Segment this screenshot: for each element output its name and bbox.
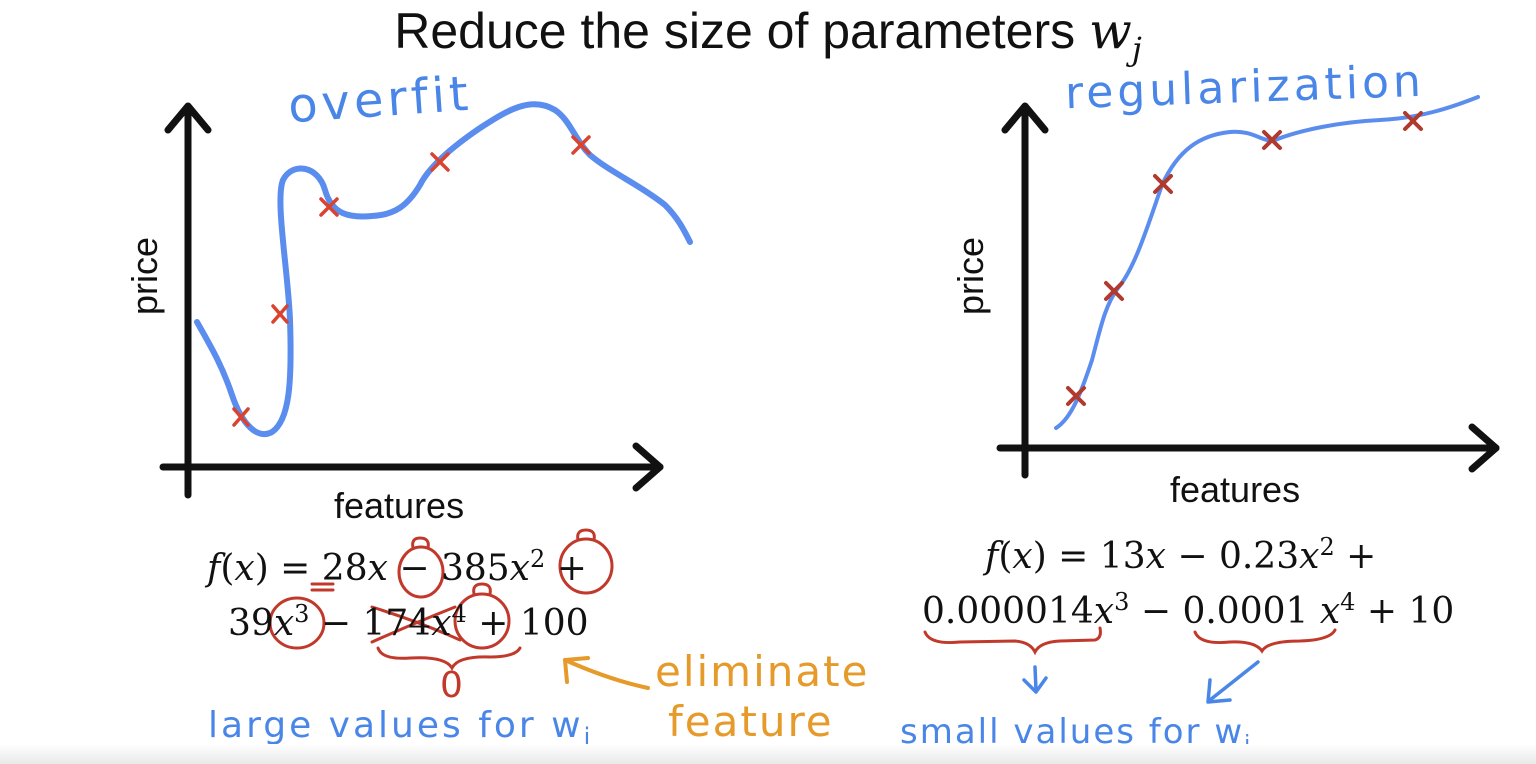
- left-equation-line1: f(x) = 28x − 385x2 +: [207, 545, 587, 589]
- eq-exp: 3: [1114, 588, 1130, 616]
- right-equation-line2: 0.000014x3 − 0.0001 x4 + 10: [922, 588, 1454, 632]
- eq-term: +: [545, 548, 587, 589]
- data-point: [1104, 281, 1124, 301]
- eq-var: x: [1319, 591, 1341, 632]
- eq-coef-struck: 174: [362, 603, 432, 644]
- left-y-label: price: [124, 236, 165, 316]
- left-y-arrowhead: [164, 102, 212, 134]
- eq-term: + 10: [1355, 591, 1455, 632]
- eq-term: + 100: [466, 603, 589, 644]
- right-x-arrowhead: [1468, 423, 1500, 473]
- title-param-letter: w: [1089, 2, 1132, 60]
- eq-term: −: [309, 603, 363, 644]
- eliminate-note: eliminate: [655, 647, 870, 696]
- tick-x4: [472, 582, 492, 596]
- left-equation-annotations: [268, 528, 614, 672]
- data-point: [232, 407, 250, 427]
- eq-coef: 0.000014: [922, 591, 1094, 632]
- data-point: [319, 197, 339, 217]
- regularized-curve: [1054, 95, 1480, 430]
- right-data-points: [1066, 111, 1423, 406]
- large-values-note: large values for wj: [208, 705, 593, 751]
- title-text: Reduce the size of parameters: [394, 3, 1090, 59]
- eq-exp: 4: [1340, 588, 1356, 616]
- feature-note: feature: [668, 697, 834, 746]
- overfit-curve: [194, 101, 693, 438]
- circle-x4: [453, 592, 511, 650]
- eq-term: −: [1129, 591, 1183, 632]
- eq-var: x: [1093, 591, 1115, 632]
- eq-var: x: [367, 548, 388, 589]
- eq-term: ) = 13: [1032, 536, 1146, 577]
- data-point: [1066, 386, 1086, 406]
- large-values-text: large values for w: [208, 705, 584, 746]
- eq-exp: 4: [451, 600, 467, 628]
- eq-term: ) = 28: [254, 548, 368, 589]
- eq-mark-x: [310, 582, 335, 592]
- eq-term: 39: [228, 603, 274, 644]
- strike-174-b: [370, 605, 457, 644]
- title-param: wj: [1089, 2, 1142, 68]
- left-x-arrowhead: [632, 442, 664, 492]
- data-point: [430, 152, 450, 172]
- right-equation-annotations: [923, 626, 1337, 656]
- right-equation-line1: f(x) = 13x − 0.23x2 +: [985, 533, 1376, 577]
- eq-var: x: [509, 548, 530, 589]
- eq-exp: 2: [529, 545, 546, 573]
- eq-term: +: [1334, 536, 1377, 577]
- data-point: [1153, 174, 1173, 194]
- data-point: [1403, 111, 1423, 131]
- title-param-sub: j: [1131, 30, 1142, 68]
- left-x-label: features: [334, 485, 465, 526]
- eliminate-arrow: [563, 656, 650, 690]
- right-y-arrowhead: [1001, 102, 1049, 134]
- eq-coef: 0.0001: [1182, 591, 1309, 632]
- tick-x: [411, 536, 430, 550]
- circle-x2: [558, 537, 614, 595]
- brace-under: [376, 646, 522, 672]
- left-data-points: [232, 135, 591, 427]
- large-values-sub: j: [583, 723, 594, 752]
- bottom-strip: [0, 744, 1536, 764]
- eq-f: f: [207, 548, 221, 589]
- eq-var: x: [1012, 536, 1033, 577]
- eq-paren: (: [220, 548, 235, 589]
- underline-coef3: [923, 626, 1102, 656]
- eq-paren: (: [998, 536, 1013, 577]
- data-point: [1262, 130, 1282, 150]
- data-point: [571, 135, 591, 155]
- left-equation-line2: 39x3 − 174x4 + 100: [228, 600, 589, 644]
- eq-exp: 3: [294, 600, 310, 628]
- left-axes: [159, 102, 664, 499]
- eq-var: x: [234, 548, 255, 589]
- right-axes: [996, 102, 1500, 479]
- data-point: [271, 304, 289, 324]
- right-y-label: price: [950, 236, 991, 316]
- slide-title: Reduce the size of parameters wj: [0, 2, 1536, 68]
- eq-space: [1308, 591, 1319, 632]
- underline-coef4: [1193, 628, 1337, 654]
- tick-x2: [576, 528, 596, 542]
- eq-term: − 0.23: [1165, 536, 1300, 577]
- zero-note: 0: [440, 665, 463, 706]
- eq-f: f: [985, 536, 999, 577]
- eq-var: x: [273, 603, 295, 644]
- eq-exp: 2: [1319, 533, 1335, 561]
- eq-term: − 385: [387, 548, 510, 589]
- right-x-label: features: [1170, 469, 1301, 510]
- eq-var: x: [1145, 536, 1166, 577]
- eq-var: x: [431, 603, 452, 644]
- circle-x3: [268, 596, 326, 650]
- eq-var: x: [1299, 536, 1320, 577]
- small-values-arrows: [1022, 660, 1260, 704]
- circle-x: [397, 545, 445, 599]
